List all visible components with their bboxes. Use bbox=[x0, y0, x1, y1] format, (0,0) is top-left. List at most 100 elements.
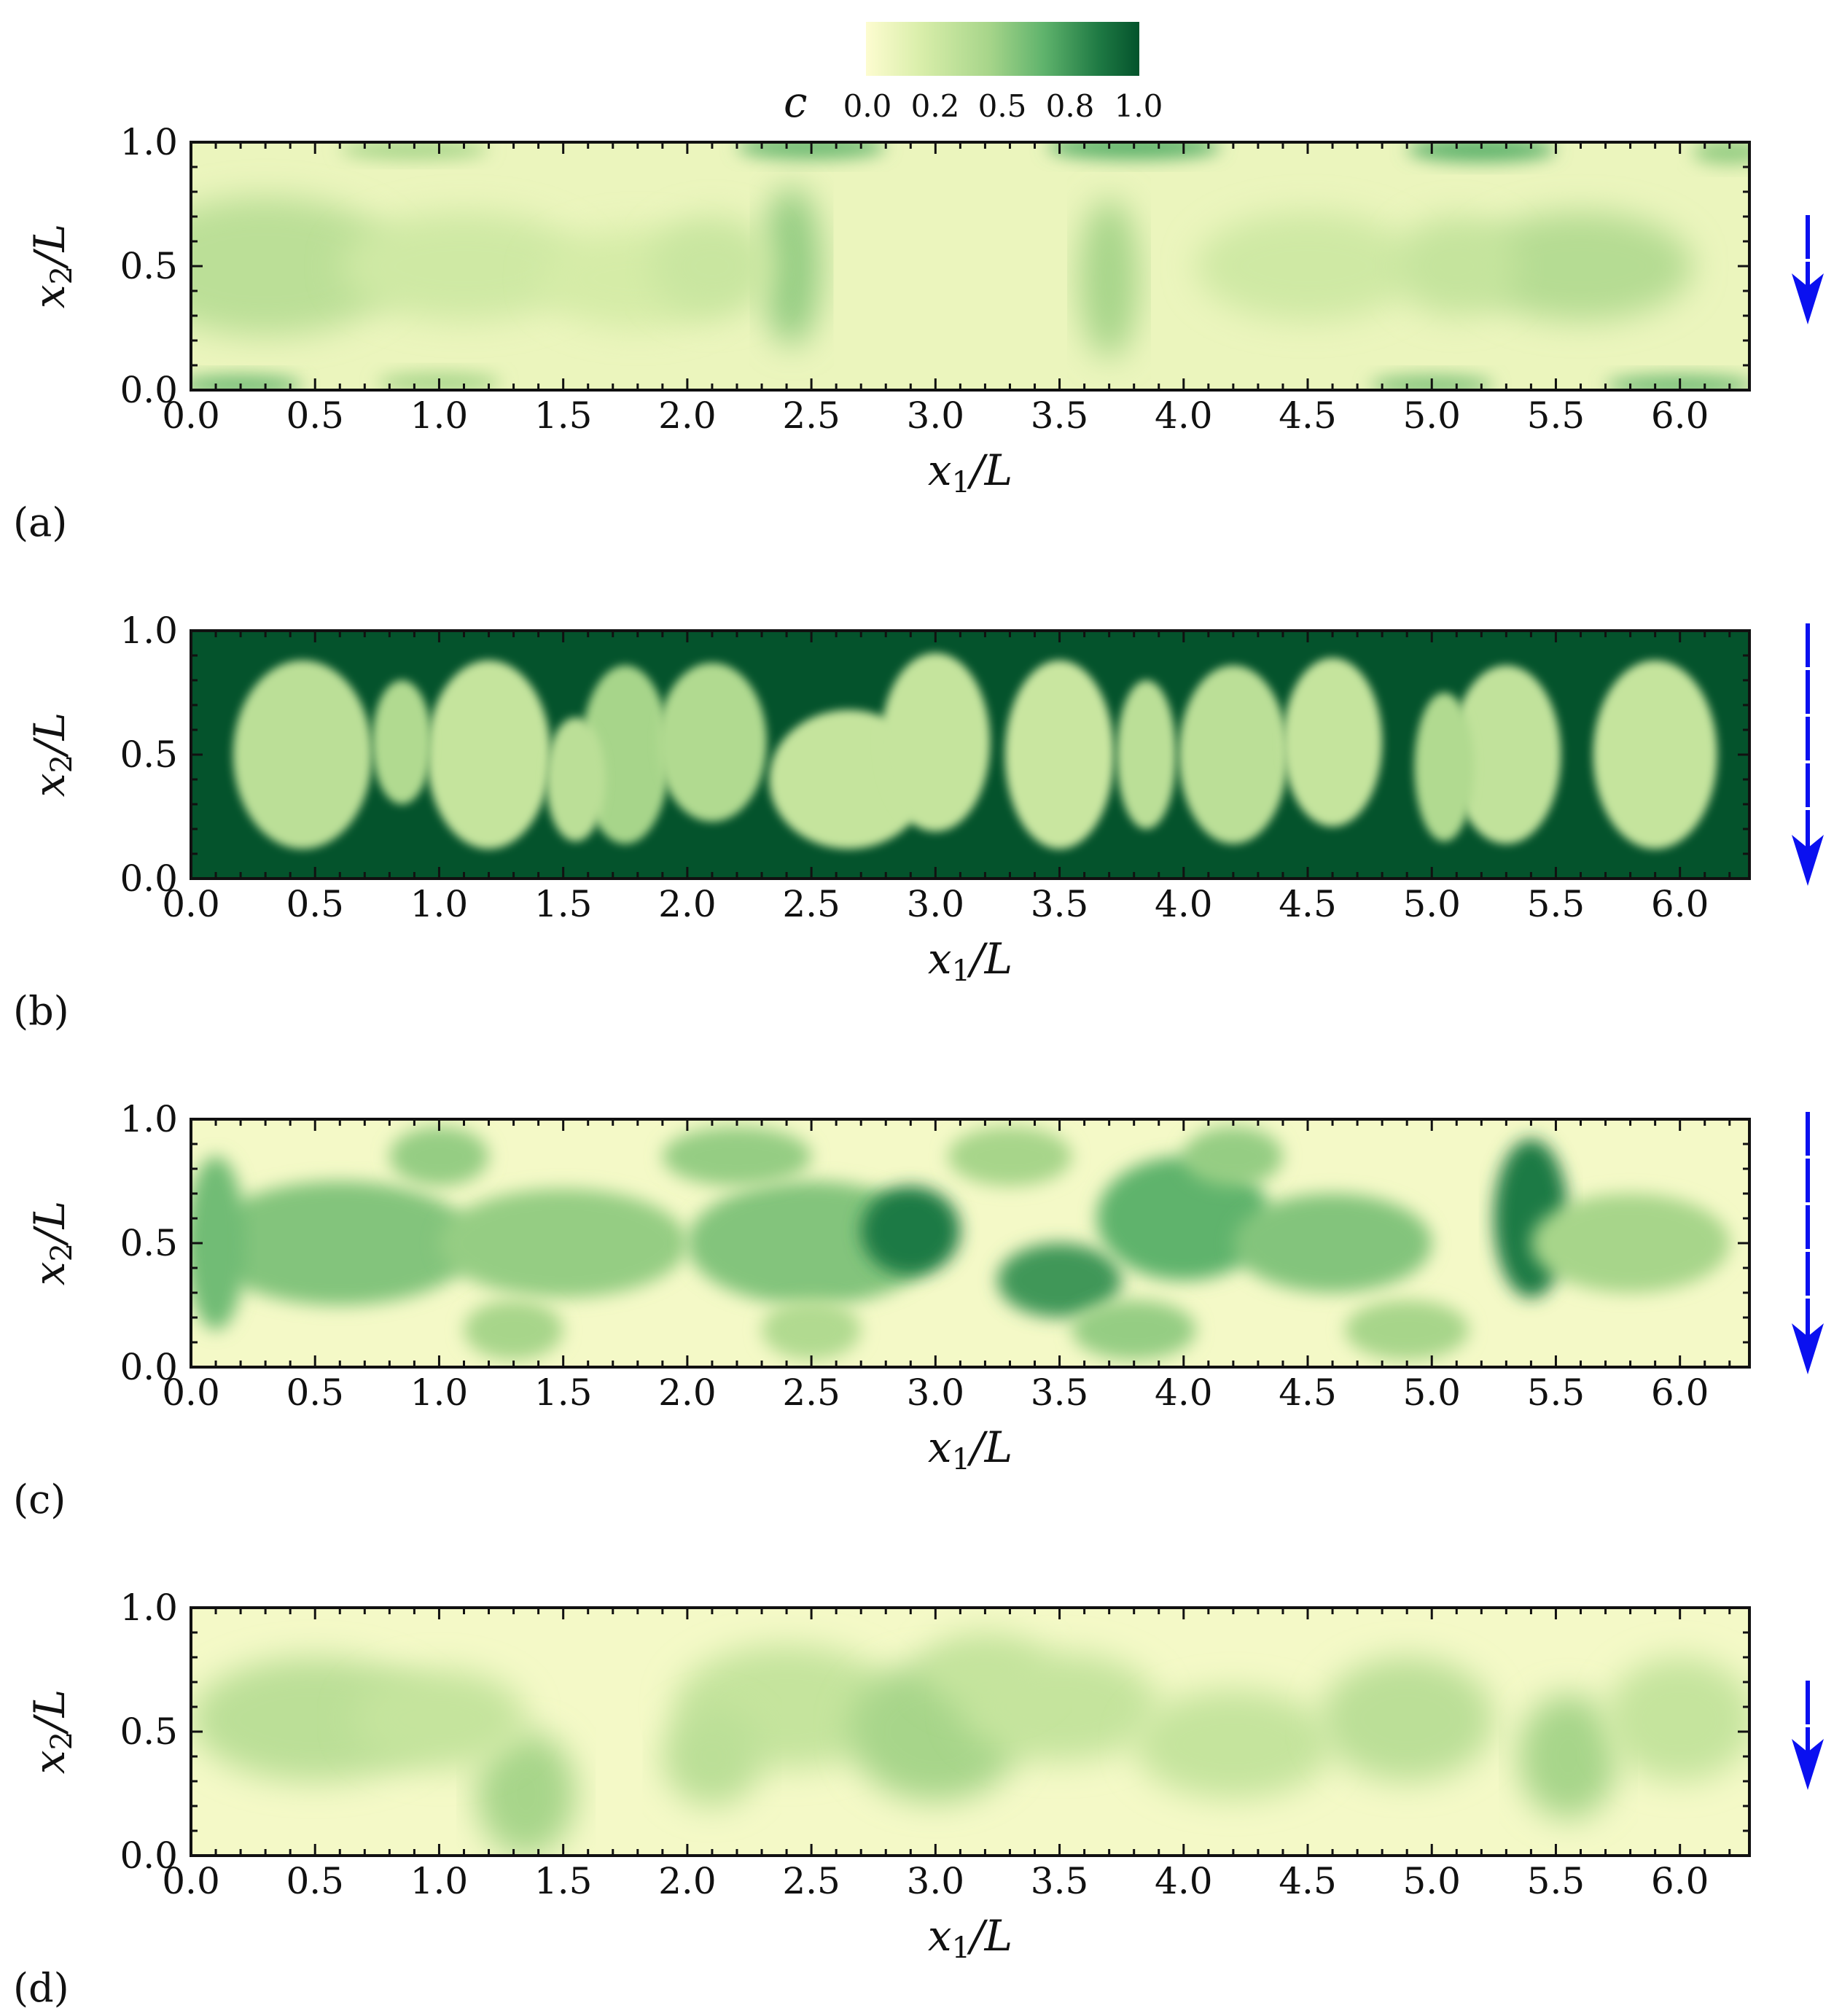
x-tick-label: 1.5 bbox=[534, 1371, 593, 1414]
x-tick-label: 5.5 bbox=[1527, 1371, 1585, 1414]
heatmap-blob bbox=[1096, 1156, 1271, 1280]
heatmap-field bbox=[191, 1608, 1749, 1856]
panel-c: 0.0 0.5 1.0 1.5 2.0 2.5 3.0 3.5 4.0 4.5 5.0 5.5 6.0 0… bbox=[13, 1098, 1824, 1522]
x-tick-label: 4.0 bbox=[1155, 394, 1213, 437]
x-tick-label: 0.5 bbox=[286, 883, 344, 925]
x-tick-label: 6.0 bbox=[1651, 883, 1709, 925]
x-tick-label: 2.0 bbox=[658, 1371, 717, 1414]
x-tick-label: 3.5 bbox=[1031, 394, 1089, 437]
x-tick-label: 6.0 bbox=[1651, 394, 1709, 437]
y-tick-label: 0.0 bbox=[120, 1834, 178, 1877]
heatmap-blob bbox=[1451, 665, 1561, 844]
heatmap-blob bbox=[191, 1156, 246, 1330]
x-tick-label: 5.0 bbox=[1402, 1860, 1461, 1902]
x-tick-label: 1.0 bbox=[410, 1860, 469, 1902]
heatmap-blob bbox=[233, 660, 372, 849]
x-tick-label: 3.0 bbox=[907, 883, 965, 925]
heatmap-blob bbox=[1320, 1657, 1494, 1781]
colorbar: c 0.0 0.2 0.5 0.8 1.0 bbox=[784, 22, 1163, 127]
heatmap-blob bbox=[426, 660, 551, 849]
x-tick-label: 3.0 bbox=[907, 1860, 965, 1902]
colorbar-gradient bbox=[866, 22, 1139, 76]
heatmap-blob bbox=[476, 1732, 576, 1856]
x-tick-label: 3.5 bbox=[1031, 1860, 1089, 1902]
heatmap-field bbox=[191, 142, 1749, 390]
x-tick-label: 5.0 bbox=[1402, 394, 1461, 437]
heatmap-blob bbox=[1469, 211, 1693, 321]
x-axis-label: x1/L bbox=[928, 1911, 1012, 1965]
heatmap-blob bbox=[881, 653, 991, 832]
x-tick-label: 5.5 bbox=[1527, 883, 1585, 925]
x-tick-label: 6.0 bbox=[1651, 1371, 1709, 1414]
panels: 0.0 0.5 1.0 1.5 2.0 2.5 3.0 3.5 4.0 4.5 5.0 5.5 6.0 0… bbox=[13, 121, 1824, 2011]
heatmap-blob bbox=[389, 1126, 489, 1186]
heatmap-blob bbox=[1531, 1194, 1730, 1293]
y-tick-label: 0.0 bbox=[120, 369, 178, 411]
panel-label: (a) bbox=[13, 499, 67, 545]
x-tick-label: 3.5 bbox=[1031, 1371, 1089, 1414]
y-tick-label: 0.5 bbox=[120, 1711, 178, 1753]
y-tick-label: 0.5 bbox=[120, 1222, 178, 1264]
heatmap-blob bbox=[1183, 1126, 1283, 1186]
colorbar-tick-label: 0.0 bbox=[843, 88, 892, 124]
x-tick-label: 3.0 bbox=[907, 1371, 965, 1414]
heatmap-blob bbox=[1593, 660, 1717, 849]
y-axis-label: x2/L bbox=[25, 712, 79, 797]
x-tick-label: 2.5 bbox=[782, 1860, 840, 1902]
x-tick-label: 5.0 bbox=[1402, 1371, 1461, 1414]
gravity-arrow-head-icon bbox=[1792, 835, 1824, 886]
heatmap-blob bbox=[340, 142, 489, 160]
colorbar-tick-label: 0.5 bbox=[978, 88, 1027, 124]
x-tick-label: 0.5 bbox=[286, 1371, 344, 1414]
x-tick-label: 0.5 bbox=[286, 394, 344, 437]
y-tick-label: 1.0 bbox=[120, 1098, 178, 1140]
x-axis-label: x1/L bbox=[928, 1423, 1012, 1476]
heatmap-blob bbox=[1692, 142, 1749, 165]
heatmap-blob bbox=[191, 196, 402, 336]
x-tick-label: 4.5 bbox=[1279, 1371, 1337, 1414]
heatmap-blob bbox=[1414, 693, 1475, 841]
heatmap-blob bbox=[1195, 211, 1420, 321]
y-tick-label: 0.5 bbox=[120, 733, 178, 776]
heatmap-blob bbox=[923, 1632, 1047, 1707]
x-tick-label: 1.5 bbox=[534, 1860, 593, 1902]
heatmap-blob bbox=[545, 717, 606, 841]
heatmap-blob bbox=[372, 680, 432, 804]
y-tick-label: 1.0 bbox=[120, 610, 178, 652]
x-tick-label: 5.5 bbox=[1527, 1860, 1585, 1902]
x-tick-label: 1.0 bbox=[410, 1371, 469, 1414]
heatmap-blob bbox=[997, 1243, 1122, 1318]
x-tick-label: 5.5 bbox=[1527, 394, 1585, 437]
heatmap-blob bbox=[662, 1126, 812, 1186]
x-tick-label: 4.0 bbox=[1155, 1860, 1213, 1902]
panel-label: (c) bbox=[13, 1476, 66, 1522]
heatmap-blob bbox=[1116, 680, 1176, 829]
x-tick-label: 0.0 bbox=[162, 1371, 220, 1414]
y-axis-label: x2/L bbox=[25, 1689, 79, 1774]
heatmap-blob bbox=[1047, 142, 1221, 160]
colorbar-title: c bbox=[784, 77, 807, 127]
x-tick-label: 3.5 bbox=[1031, 883, 1089, 925]
heatmap-blob bbox=[1605, 375, 1749, 390]
x-tick-label: 4.0 bbox=[1155, 1371, 1213, 1414]
x-tick-label: 0.0 bbox=[162, 1860, 220, 1902]
panel-d: 0.0 0.5 1.0 1.5 2.0 2.5 3.0 3.5 4.0 4.5 5.0 5.5 6.0 0… bbox=[13, 1587, 1824, 2011]
heatmap-blob bbox=[762, 1300, 862, 1360]
y-axis-label: x2/L bbox=[25, 1201, 79, 1285]
heatmap-blob bbox=[1004, 660, 1115, 849]
colorbar-tick-label: 1.0 bbox=[1115, 88, 1163, 124]
heatmap-blob bbox=[861, 1186, 961, 1276]
x-tick-label: 1.5 bbox=[534, 883, 593, 925]
heatmap-blob bbox=[340, 211, 588, 321]
x-tick-label: 2.5 bbox=[782, 1371, 840, 1414]
gravity-arrow-head-icon bbox=[1792, 273, 1824, 324]
x-tick-label: 2.5 bbox=[782, 394, 840, 437]
x-tick-label: 2.5 bbox=[782, 883, 840, 925]
y-tick-label: 0.0 bbox=[120, 1346, 178, 1388]
heatmap-blob bbox=[762, 187, 822, 346]
heatmap-field bbox=[191, 1119, 1749, 1367]
heatmap-blob bbox=[1233, 1194, 1432, 1293]
heatmap-blob bbox=[1079, 199, 1139, 358]
heatmap-blob bbox=[657, 663, 767, 822]
colorbar-tick-label: 0.2 bbox=[911, 88, 960, 124]
